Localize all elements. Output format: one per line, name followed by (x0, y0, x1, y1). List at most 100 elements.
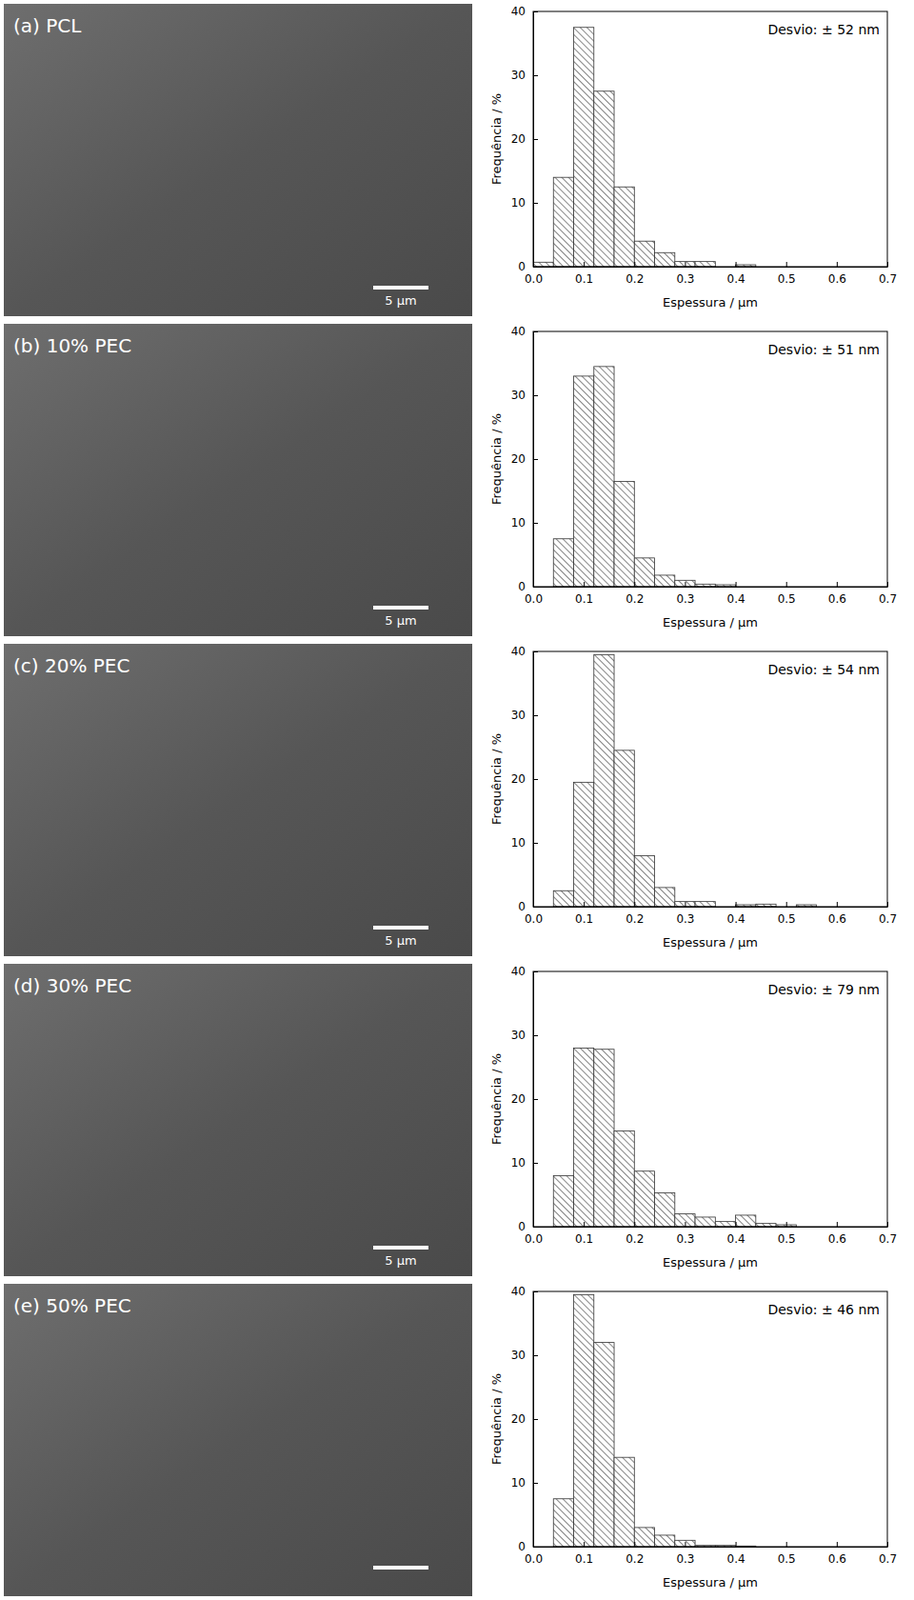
tick-mark (533, 75, 538, 77)
tick-mark (634, 581, 636, 587)
tick-label: 0 (517, 1219, 526, 1233)
tick-mark (533, 522, 538, 524)
tick-label: 0 (517, 899, 526, 914)
tick-label: 0.1 (575, 272, 594, 286)
tick-label: 0 (517, 579, 526, 594)
x-tick: 0.6 (828, 901, 847, 926)
tick-label: 0.5 (777, 272, 796, 286)
tick-mark (887, 581, 889, 587)
histogram-panel: 0.00.10.20.30.40.50.60.7010203040Espessu… (489, 4, 897, 310)
tick-mark (533, 1546, 538, 1548)
y-tick: 10 (511, 196, 538, 210)
tick-label: 0.3 (675, 1551, 695, 1566)
tick-label: 20 (511, 1092, 526, 1106)
axis-line (534, 1226, 889, 1228)
tick-label: 0.6 (828, 912, 847, 926)
histogram-bar (634, 240, 655, 267)
tick-mark (836, 581, 838, 587)
scale-bar-label: 5 µm (384, 1252, 417, 1268)
scale-bar-label: 5 µm (384, 613, 417, 628)
scale-bar-label: 5 µm (384, 293, 417, 308)
histogram-bar (553, 177, 574, 267)
micrograph-image (3, 1283, 473, 1596)
micrograph-image (3, 963, 473, 1276)
tick-mark (533, 266, 538, 268)
x-tick: 0.1 (575, 261, 594, 286)
histogram-bar (614, 1456, 635, 1547)
x-tick: 0.7 (878, 261, 897, 286)
histogram-bar (634, 557, 655, 587)
tick-label: 0.3 (675, 272, 695, 286)
y-tick: 40 (511, 324, 538, 338)
histogram-bar (655, 887, 676, 907)
x-tick: 0.2 (625, 581, 644, 606)
histogram-bar (695, 261, 716, 267)
histogram-bar (594, 1049, 615, 1227)
x-tick: 0.7 (878, 901, 897, 926)
y-tick: 40 (511, 4, 538, 19)
tick-mark (533, 906, 538, 908)
x-axis-title: Espessura / µm (662, 1254, 758, 1270)
tick-mark (533, 651, 538, 653)
tick-label: 10 (511, 1475, 526, 1490)
y-tick: 40 (511, 644, 538, 658)
tick-mark (533, 139, 538, 140)
tick-mark (533, 458, 538, 460)
plot-frame (533, 1291, 888, 1547)
tick-label: 0.4 (727, 912, 746, 926)
x-tick: 0.7 (878, 1221, 897, 1246)
tick-label: 0.1 (575, 912, 594, 926)
tick-mark (735, 261, 737, 267)
tick-label: 20 (511, 772, 526, 786)
y-axis: 010203040 (511, 324, 538, 594)
histogram-bar (614, 1131, 635, 1228)
x-axis: 0.00.10.20.30.40.50.60.7 (524, 581, 897, 606)
histogram-bar (634, 1171, 655, 1227)
x-tick: 0.6 (828, 1541, 847, 1566)
tick-label: 0.3 (675, 592, 695, 606)
x-tick: 0.5 (777, 1221, 796, 1246)
y-tick: 30 (511, 68, 538, 82)
panel-label: (d) 30% PEC (13, 973, 132, 997)
histogram-panel: 0.00.10.20.30.40.50.60.7010203040Espessu… (489, 324, 897, 630)
tick-mark (887, 901, 889, 907)
x-tick: 0.5 (777, 581, 796, 606)
tick-mark (583, 261, 585, 267)
x-tick: 0.1 (575, 901, 594, 926)
tick-label: 0.4 (727, 592, 746, 606)
tick-mark (887, 1221, 889, 1227)
tick-mark (684, 581, 686, 587)
axis-line (534, 586, 889, 588)
x-tick: 0.3 (675, 581, 695, 606)
axis-line (534, 1546, 889, 1548)
histogram-bar (655, 252, 676, 267)
x-tick: 0.4 (727, 581, 746, 606)
x-tick: 0.5 (777, 1541, 796, 1566)
y-axis-title: Frequência / % (489, 93, 504, 185)
y-tick: 30 (511, 708, 538, 722)
micrograph-panel: (e) 50% PEC (3, 1283, 473, 1596)
histogram-bar (614, 186, 635, 267)
annotation: Desvio: ± 52 nm (767, 21, 880, 38)
tick-mark (684, 1221, 686, 1227)
tick-mark (583, 1541, 585, 1547)
micrograph-image (3, 643, 473, 956)
x-tick: 0.4 (727, 1221, 746, 1246)
y-axis-title: Frequência / % (489, 1053, 504, 1145)
tick-label: 40 (511, 324, 526, 338)
tick-mark (533, 395, 538, 397)
y-tick: 20 (511, 1411, 538, 1426)
tick-label: 0.4 (727, 272, 746, 286)
tick-mark (533, 842, 538, 844)
tick-label: 0.7 (878, 1551, 897, 1566)
tick-label: 0.6 (828, 1551, 847, 1566)
histogram-bar (675, 579, 696, 587)
y-tick: 10 (511, 1155, 538, 1170)
x-axis-title: Espessura / µm (662, 615, 758, 630)
micrograph-panel: (a) PCL5 µm (3, 3, 473, 317)
micrograph-panel: (c) 20% PEC5 µm (3, 643, 473, 956)
x-tick: 0.6 (828, 581, 847, 606)
tick-label: 0.0 (524, 1231, 543, 1246)
tick-mark (887, 261, 889, 267)
tick-mark (735, 1541, 737, 1547)
